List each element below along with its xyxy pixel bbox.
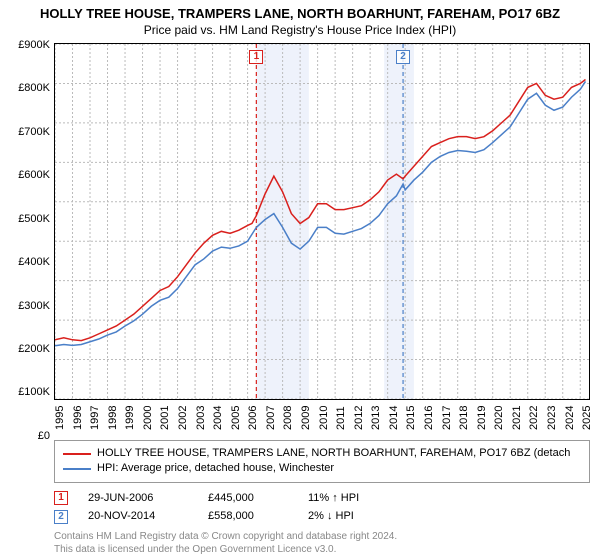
x-tick-label: 2013 — [370, 405, 382, 429]
x-tick-label: 2023 — [546, 405, 558, 429]
y-axis: £900K£800K£700K£600K£500K£400K£300K£200K… — [10, 43, 54, 436]
x-tick-label: 2020 — [493, 405, 505, 429]
sale-date: 29-JUN-2006 — [88, 489, 188, 508]
x-tick-label: 1999 — [124, 405, 136, 429]
x-tick-label: 1998 — [107, 405, 119, 429]
x-tick-label: 2002 — [177, 405, 189, 429]
x-tick-label: 2017 — [441, 405, 453, 429]
sale-pct: 2% ↓ HPI — [308, 507, 398, 526]
x-tick-label: 2022 — [528, 405, 540, 429]
x-tick-label: 2006 — [247, 405, 259, 429]
x-tick-label: 2010 — [318, 405, 330, 429]
sale-date: 20-NOV-2014 — [88, 507, 188, 526]
chart-sale-marker: 2 — [396, 50, 410, 64]
chart-sale-marker: 1 — [249, 50, 263, 64]
legend-swatch — [63, 453, 91, 455]
sale-price: £445,000 — [208, 489, 288, 508]
x-tick-label: 2025 — [581, 405, 593, 429]
sales-table: 1 29-JUN-2006 £445,000 11% ↑ HPI 2 20-NO… — [54, 489, 590, 526]
legend-swatch — [63, 468, 91, 470]
chart-title: HOLLY TREE HOUSE, TRAMPERS LANE, NORTH B… — [10, 6, 590, 23]
x-tick-label: 2008 — [282, 405, 294, 429]
x-tick-label: 2014 — [388, 405, 400, 429]
x-tick-label: 2018 — [458, 405, 470, 429]
sale-marker-icon: 1 — [54, 491, 68, 505]
legend-item: HPI: Average price, detached house, Winc… — [63, 461, 581, 476]
x-tick-label: 2015 — [405, 405, 417, 429]
x-tick-label: 1997 — [89, 405, 101, 429]
footer: Contains HM Land Registry data © Crown c… — [54, 530, 590, 556]
plot-region: 12 — [54, 43, 590, 400]
x-tick-label: 2012 — [353, 405, 365, 429]
sale-row: 2 20-NOV-2014 £558,000 2% ↓ HPI — [54, 507, 590, 526]
x-tick-label: 2011 — [335, 406, 347, 430]
sale-price: £558,000 — [208, 507, 288, 526]
chart-area: £900K£800K£700K£600K£500K£400K£300K£200K… — [10, 43, 590, 436]
chart-svg — [55, 44, 589, 399]
legend-box: HOLLY TREE HOUSE, TRAMPERS LANE, NORTH B… — [54, 440, 590, 483]
footer-line: Contains HM Land Registry data © Crown c… — [54, 530, 590, 543]
x-tick-label: 1995 — [54, 405, 66, 429]
x-tick-label: 2019 — [476, 405, 488, 429]
chart-container: HOLLY TREE HOUSE, TRAMPERS LANE, NORTH B… — [0, 0, 600, 560]
x-tick-label: 2000 — [142, 405, 154, 429]
legend-label: HOLLY TREE HOUSE, TRAMPERS LANE, NORTH B… — [97, 446, 570, 461]
x-tick-label: 2009 — [300, 405, 312, 429]
x-tick-label: 1996 — [72, 405, 84, 429]
x-axis: 1995 1996 1997 1998 1999 2000 2001 2002 2003 2004… — [54, 400, 590, 436]
sale-pct: 11% ↑ HPI — [308, 489, 398, 508]
plot-wrap: 12 1995199619971998199920002001200220032… — [54, 43, 590, 436]
x-tick-label: 2016 — [423, 405, 435, 429]
x-tick-label: 2005 — [230, 405, 242, 429]
sale-row: 1 29-JUN-2006 £445,000 11% ↑ HPI — [54, 489, 590, 508]
footer-line: This data is licensed under the Open Gov… — [54, 543, 590, 556]
x-tick-label: 2021 — [511, 405, 523, 429]
x-tick-label: 2024 — [564, 405, 576, 429]
x-tick-label: 2001 — [159, 405, 171, 429]
sale-marker-icon: 2 — [54, 510, 68, 524]
x-tick-label: 2003 — [195, 405, 207, 429]
x-tick-label: 2004 — [212, 405, 224, 429]
chart-subtitle: Price paid vs. HM Land Registry's House … — [10, 23, 590, 37]
legend-label: HPI: Average price, detached house, Winc… — [97, 461, 334, 476]
legend-item: HOLLY TREE HOUSE, TRAMPERS LANE, NORTH B… — [63, 446, 581, 461]
x-tick-label: 2007 — [265, 405, 277, 429]
